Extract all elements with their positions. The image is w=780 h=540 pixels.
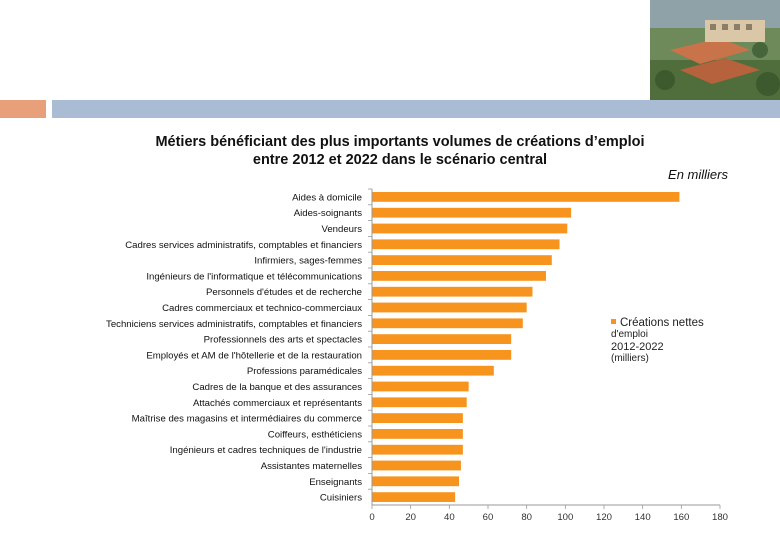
category-label: Coiffeurs, esthéticiens xyxy=(268,429,362,440)
legend-line-3: 2012-2022 xyxy=(611,341,664,353)
building-aerial-photo xyxy=(650,0,780,100)
legend-swatch xyxy=(611,319,616,325)
bar xyxy=(372,476,459,487)
units-note: En milliers xyxy=(668,167,728,182)
building-aerial-photo-icon xyxy=(650,0,780,100)
x-tick-label: 160 xyxy=(673,512,689,523)
x-tick-label: 120 xyxy=(596,512,612,523)
accent-bar-right xyxy=(52,100,780,118)
category-label: Ingénieurs de l'informatique et télécomm… xyxy=(146,271,362,282)
category-label: Assistantes maternelles xyxy=(261,461,363,472)
category-label: Aides-soignants xyxy=(294,208,362,219)
category-label: Techniciens services administratifs, com… xyxy=(106,319,362,330)
bar xyxy=(372,334,512,344)
x-tick-label: 20 xyxy=(405,512,416,523)
bar xyxy=(372,255,552,265)
category-label: Maîtrise des magasins et intermédiaires … xyxy=(132,414,362,425)
x-tick-label: 180 xyxy=(712,512,728,523)
x-tick-label: 40 xyxy=(444,512,455,523)
bar xyxy=(372,286,533,297)
bar xyxy=(372,271,546,281)
x-tick-label: 60 xyxy=(483,512,494,523)
x-tick-label: 80 xyxy=(521,512,532,523)
bar xyxy=(372,381,469,392)
category-label: Vendeurs xyxy=(321,224,362,235)
bar xyxy=(372,492,456,502)
category-label: Professions paramédicales xyxy=(247,366,362,377)
bar xyxy=(372,444,463,455)
chart-title-line-2: entre 2012 et 2022 dans le scénario cent… xyxy=(252,152,548,168)
chart-title: Métiers bénéficiant des plus importants … xyxy=(120,133,680,169)
bar xyxy=(372,460,461,471)
bar xyxy=(372,429,463,439)
category-label: Employés et AM de l'hôtellerie et de la … xyxy=(146,350,362,361)
x-tick-label: 140 xyxy=(635,512,651,523)
bar xyxy=(372,365,494,376)
category-label: Aides à domicile xyxy=(292,192,362,203)
category-label: Ingénieurs et cadres techniques de l'ind… xyxy=(170,445,362,456)
chart-title-line-1: Métiers bénéficiant des plus importants … xyxy=(155,134,645,150)
bar xyxy=(372,239,560,250)
legend-line-1: Créations nettes xyxy=(620,317,704,329)
category-label: Cadres commerciaux et technico-commercia… xyxy=(162,303,362,314)
category-label: Enseignants xyxy=(309,477,362,488)
bar xyxy=(372,350,512,360)
bar xyxy=(372,413,463,423)
bar xyxy=(372,302,527,313)
category-label: Attachés commerciaux et représentants xyxy=(193,398,362,409)
category-label: Infirmiers, sages-femmes xyxy=(254,256,362,267)
category-label: Personnels d'études et de recherche xyxy=(206,287,362,298)
x-tick-label: 100 xyxy=(557,512,573,523)
x-tick-label: 0 xyxy=(369,512,374,523)
bar xyxy=(372,397,467,408)
chart-legend: Créations nettes d'emploi 2012-2022 (mil… xyxy=(611,317,711,365)
bar xyxy=(372,223,568,234)
bar xyxy=(372,318,523,329)
category-label: Cuisiniers xyxy=(320,493,362,504)
accent-bar-left xyxy=(0,100,46,118)
category-label: Professionnels des arts et spectacles xyxy=(204,335,363,346)
bar xyxy=(372,207,572,218)
category-label: Cadres services administratifs, comptabl… xyxy=(125,240,362,251)
bar xyxy=(372,192,680,202)
legend-line-4: (milliers) xyxy=(611,353,649,364)
category-label: Cadres de la banque et des assurances xyxy=(192,382,362,393)
legend-line-2: d'emploi xyxy=(611,329,648,340)
